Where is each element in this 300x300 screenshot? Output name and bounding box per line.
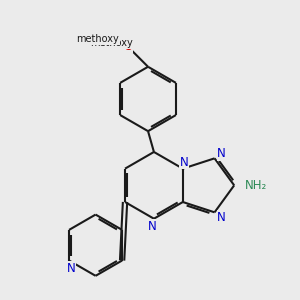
Text: N: N	[180, 156, 188, 169]
Text: methoxy: methoxy	[90, 38, 133, 48]
Text: NH₂: NH₂	[244, 179, 267, 192]
Text: N: N	[217, 211, 226, 224]
Text: N: N	[67, 262, 75, 275]
Text: N: N	[217, 147, 226, 160]
Text: O: O	[123, 40, 132, 53]
Text: N: N	[148, 220, 156, 233]
Text: methoxy: methoxy	[76, 34, 119, 44]
